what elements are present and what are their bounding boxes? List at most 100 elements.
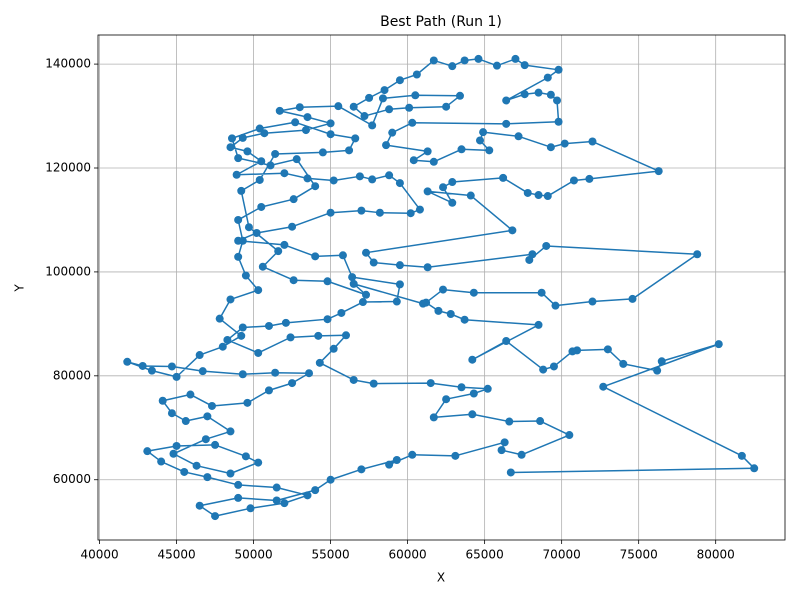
point-marker (553, 96, 562, 105)
point-marker (292, 155, 301, 164)
point-marker (226, 143, 235, 152)
point-marker (514, 132, 523, 141)
point-marker (323, 277, 332, 286)
point-marker (254, 458, 263, 467)
point-marker (355, 172, 364, 181)
point-marker (257, 202, 266, 211)
point-marker (554, 65, 563, 74)
point-marker (378, 94, 387, 103)
point-marker (619, 359, 628, 368)
point-marker (539, 365, 548, 374)
point-marker (408, 450, 417, 459)
x-tick-label: 70000 (543, 548, 581, 562)
point-marker (172, 372, 181, 381)
point-marker (448, 62, 457, 71)
point-marker (537, 288, 546, 297)
point-marker (714, 340, 723, 349)
point-marker (362, 248, 371, 257)
point-marker (349, 279, 358, 288)
point-marker (280, 169, 289, 178)
point-marker (543, 73, 552, 82)
point-marker (536, 417, 545, 426)
point-marker (275, 106, 284, 115)
point-marker (211, 512, 220, 521)
point-marker (368, 175, 377, 184)
point-marker (280, 499, 289, 508)
point-marker (511, 54, 520, 63)
point-marker (460, 315, 469, 324)
point-marker (218, 342, 227, 351)
point-marker (365, 93, 374, 102)
point-marker (238, 236, 247, 245)
point-marker (280, 240, 289, 249)
point-marker (457, 145, 466, 154)
point-marker (549, 362, 558, 371)
point-marker (258, 262, 267, 271)
y-tick-label: 100000 (45, 264, 91, 278)
y-axis-label: Y (13, 284, 27, 293)
point-marker (303, 113, 312, 122)
point-marker (408, 118, 417, 127)
x-tick-label: 45000 (157, 548, 195, 562)
point-marker (585, 174, 594, 183)
point-marker (468, 410, 477, 419)
point-marker (434, 306, 443, 315)
point-marker (211, 440, 220, 449)
point-marker (167, 362, 176, 371)
point-marker (195, 351, 204, 360)
point-marker (169, 449, 178, 458)
point-marker (551, 301, 560, 310)
point-marker (534, 320, 543, 329)
point-marker (238, 370, 247, 379)
point-marker (392, 455, 401, 464)
point-marker (460, 56, 469, 65)
point-marker (546, 90, 555, 99)
point-marker (565, 431, 574, 440)
point-marker (271, 368, 280, 377)
point-marker (395, 76, 404, 85)
point-marker (419, 299, 428, 308)
point-marker (543, 192, 552, 201)
point-marker (603, 345, 612, 354)
point-marker (505, 417, 514, 426)
point-marker (502, 337, 511, 346)
point-marker (315, 358, 324, 367)
point-marker (232, 170, 241, 179)
point-marker (243, 398, 252, 407)
point-marker (426, 379, 435, 388)
point-marker (357, 206, 366, 215)
point-marker (448, 198, 457, 207)
point-marker (311, 486, 320, 495)
path-line (126, 58, 755, 517)
point-marker (195, 501, 204, 510)
point-marker (318, 148, 327, 157)
point-marker (388, 128, 397, 137)
point-marker (385, 460, 394, 469)
point-marker (439, 183, 448, 192)
point-marker (342, 331, 350, 340)
point-marker (243, 147, 252, 156)
point-marker (405, 103, 414, 112)
point-marker (476, 136, 485, 145)
point-marker (295, 103, 304, 112)
point-marker (497, 446, 506, 455)
point-marker (311, 182, 320, 191)
point-marker (451, 451, 460, 460)
point-marker (442, 102, 451, 111)
point-marker (147, 366, 156, 375)
x-tick-label: 40000 (80, 548, 118, 562)
point-marker (254, 286, 263, 295)
point-marker (423, 187, 432, 196)
x-tick-label: 80000 (697, 548, 735, 562)
point-marker (534, 191, 543, 200)
point-marker (264, 321, 273, 330)
point-marker (303, 491, 312, 500)
point-marker (520, 61, 529, 70)
axes-frame (97, 34, 786, 541)
point-marker (348, 273, 357, 282)
point-marker (272, 483, 281, 492)
point-marker (157, 457, 166, 466)
point-marker (326, 208, 335, 217)
point-marker (429, 56, 438, 65)
